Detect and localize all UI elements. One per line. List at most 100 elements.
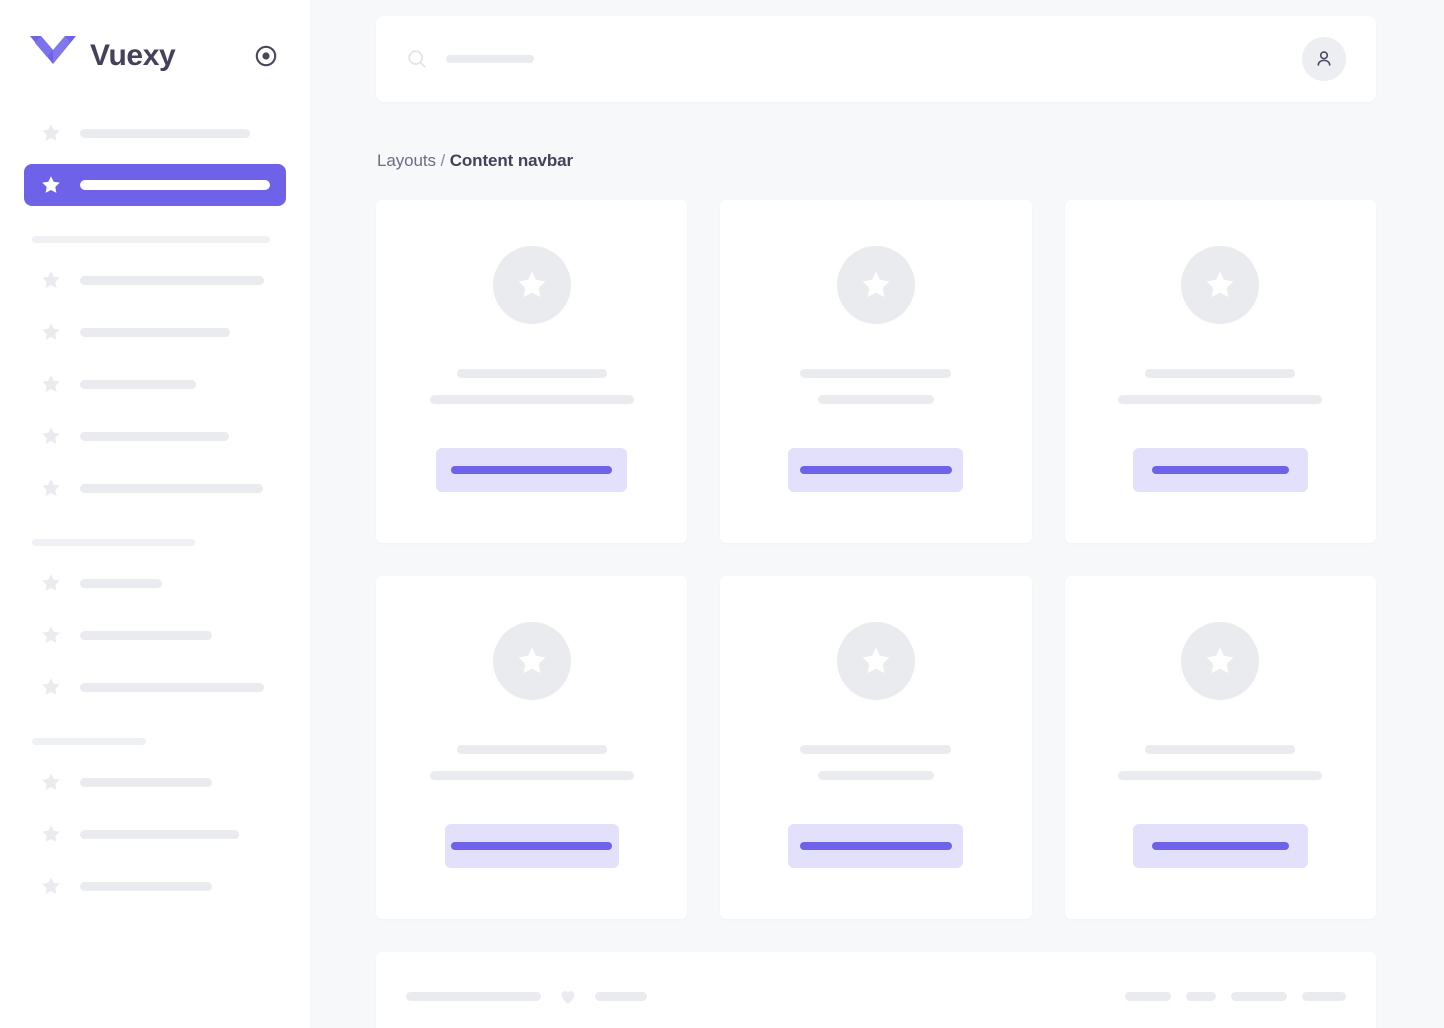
card-action-button[interactable] [1132, 448, 1308, 492]
card-avatar-circle [492, 622, 571, 700]
brand-name: Vuexy [90, 39, 176, 72]
card-2[interactable] [1064, 200, 1376, 543]
sidebar-item-label [80, 431, 229, 441]
content-navbar [376, 16, 1376, 102]
breadcrumb-separator: / [440, 151, 446, 170]
star-icon [40, 572, 62, 594]
card-action-button[interactable] [436, 448, 628, 492]
card-line-2 [817, 395, 934, 404]
section-title-placeholder [32, 236, 270, 243]
card-avatar-circle [492, 246, 571, 324]
card-button-label-bar [451, 842, 613, 850]
card-avatar-circle [1181, 246, 1260, 324]
sidebar-item-s0-3[interactable] [24, 415, 286, 457]
sidebar-item-s0-2[interactable] [24, 363, 286, 405]
sidebar-item-label [80, 777, 212, 787]
star-icon [40, 624, 62, 646]
heart-icon [558, 986, 578, 1006]
sidebar-item-label [80, 275, 264, 285]
sidebar-item-label [80, 682, 264, 692]
vuexy-v-logo [30, 36, 76, 76]
sidebar-item-label [80, 483, 263, 493]
card-avatar-circle [836, 246, 915, 324]
sidebar-item-s2-1[interactable] [24, 813, 286, 855]
brand-header: Vuexy [24, 0, 286, 112]
card-line-2 [817, 771, 934, 780]
card-1[interactable] [720, 200, 1032, 543]
card-button-label-bar [799, 466, 952, 474]
sidebar-item-s1-0[interactable] [24, 562, 286, 604]
card-text-lines [1065, 369, 1376, 404]
card-line-2 [1118, 771, 1323, 780]
circle-dot-icon[interactable] [252, 42, 280, 70]
footer-left-group [406, 986, 647, 1006]
card-action-button[interactable] [444, 824, 619, 868]
sidebar-item-label [80, 630, 212, 640]
card-5[interactable] [1064, 576, 1376, 919]
star-icon [40, 174, 62, 196]
card-text-lines [376, 369, 687, 404]
footer-link-1[interactable] [1125, 991, 1171, 1001]
sidebar-item-s1-2[interactable] [24, 666, 286, 708]
star-icon [40, 122, 62, 144]
breadcrumb-parent[interactable]: Layouts [377, 151, 436, 170]
footer-bar-left-1 [406, 991, 541, 1001]
sidebar-item-label [80, 180, 270, 190]
card-line-2 [429, 395, 634, 404]
sidebar-item-s2-2[interactable] [24, 865, 286, 907]
footer-right-group [1125, 991, 1346, 1001]
sidebar-section-header-1 [24, 539, 286, 546]
star-icon [40, 425, 62, 447]
sidebar-item-label [80, 578, 162, 588]
footer-link-3[interactable] [1231, 991, 1287, 1001]
card-action-button[interactable] [788, 824, 964, 868]
sidebar-section-header-2 [24, 738, 286, 745]
star-icon [40, 771, 62, 793]
sidebar-item-s0-1[interactable] [24, 311, 286, 353]
section-title-placeholder [32, 539, 195, 546]
card-line-2 [1118, 395, 1323, 404]
sidebar-section-header-0 [24, 236, 286, 243]
sidebar: Vuexy [0, 0, 310, 1028]
footer-link-2[interactable] [1186, 991, 1216, 1001]
card-text-lines [720, 745, 1031, 780]
card-grid [376, 200, 1376, 919]
breadcrumb: Layouts / Content navbar [377, 151, 1376, 171]
avatar[interactable] [1302, 37, 1346, 81]
sidebar-item-1-active[interactable] [24, 164, 286, 206]
card-0[interactable] [376, 200, 688, 543]
section-title-placeholder [32, 738, 146, 745]
search-input[interactable] [406, 48, 1302, 70]
star-icon [40, 269, 62, 291]
sidebar-item-s2-0[interactable] [24, 761, 286, 803]
sidebar-item-s1-1[interactable] [24, 614, 286, 656]
sidebar-item-label [80, 881, 212, 891]
main-content: Layouts / Content navbar [310, 0, 1444, 1028]
star-icon [40, 823, 62, 845]
card-text-lines [720, 369, 1031, 404]
card-line-1 [800, 369, 952, 378]
card-action-button[interactable] [788, 448, 964, 492]
card-avatar-circle [1181, 622, 1260, 700]
card-text-lines [1065, 745, 1376, 780]
card-line-1 [1145, 745, 1296, 754]
footer-link-4[interactable] [1302, 991, 1346, 1001]
footer [376, 952, 1376, 1028]
sidebar-item-s0-4[interactable] [24, 467, 286, 509]
search-placeholder-bar [446, 55, 534, 63]
card-button-label-bar [1151, 842, 1289, 850]
star-icon [40, 321, 62, 343]
sidebar-item-label [80, 829, 239, 839]
sidebar-item-label [80, 128, 250, 138]
card-line-1 [800, 745, 952, 754]
card-line-1 [456, 745, 607, 754]
sidebar-item-0[interactable] [24, 112, 286, 154]
card-line-2 [429, 771, 634, 780]
card-3[interactable] [376, 576, 688, 919]
breadcrumb-current: Content navbar [449, 151, 573, 170]
card-text-lines [376, 745, 687, 780]
sidebar-item-s0-0[interactable] [24, 259, 286, 301]
card-4[interactable] [720, 576, 1032, 919]
card-action-button[interactable] [1132, 824, 1308, 868]
